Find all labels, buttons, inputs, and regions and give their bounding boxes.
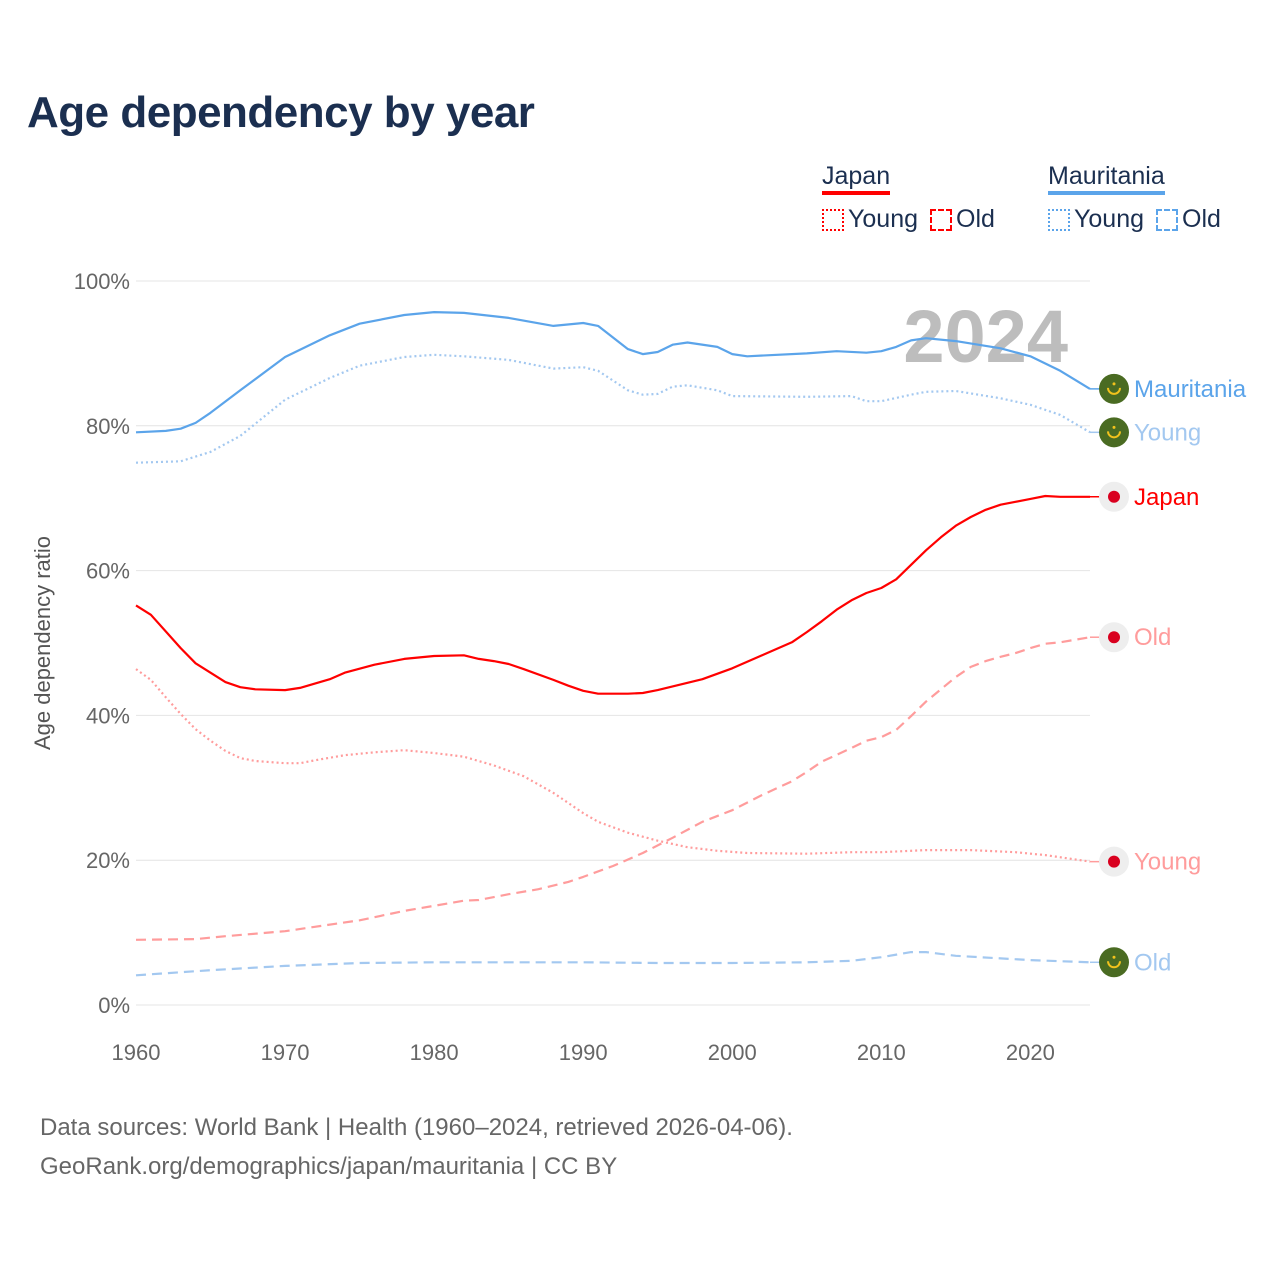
legend-mauritania[interactable]: Mauritania Young Old xyxy=(1048,162,1221,234)
dashed-swatch-icon xyxy=(1156,208,1178,231)
crescent-icon xyxy=(1107,431,1121,439)
legend-item-label: Old xyxy=(956,205,995,233)
dashed-swatch-icon xyxy=(930,208,952,231)
x-tick-label: 1990 xyxy=(559,1040,608,1065)
attribution-link[interactable]: GeoRank.org/demographics/japan/mauritani… xyxy=(40,1153,618,1180)
x-tick-label: 2010 xyxy=(857,1040,906,1065)
y-tick-label: 20% xyxy=(86,848,130,873)
y-tick-label: 100% xyxy=(74,269,130,294)
series-end-label: Japan xyxy=(1134,484,1199,511)
crescent-icon xyxy=(1107,387,1121,395)
mauritania-flag-icon xyxy=(1099,417,1129,448)
x-tick-label: 1980 xyxy=(410,1040,459,1065)
legend-mauritania-label[interactable]: Mauritania xyxy=(1048,162,1165,195)
dotted-swatch-icon xyxy=(1048,208,1070,231)
mauritania-flag-icon xyxy=(1099,947,1129,978)
y-axis-label: Age dependency ratio xyxy=(30,536,55,750)
year-watermark: 2024 xyxy=(903,295,1068,378)
x-tick-label: 1960 xyxy=(112,1040,161,1065)
series-line-japan-old[interactable] xyxy=(135,636,1091,941)
data-source-text: Data sources: World Bank | Health (1960–… xyxy=(40,1114,793,1141)
legend-japan-old[interactable]: Old xyxy=(930,205,995,234)
legend-japan-young[interactable]: Young xyxy=(822,205,918,234)
y-tick-label: 0% xyxy=(98,993,130,1018)
x-tick-label: 2000 xyxy=(708,1040,757,1065)
legend-item-label: Young xyxy=(848,205,918,233)
series-end-label: Young xyxy=(1134,849,1201,876)
legend-item-label: Young xyxy=(1074,205,1144,233)
y-tick-label: 80% xyxy=(86,414,130,439)
star-icon xyxy=(1112,382,1116,386)
legend-item-label: Old xyxy=(1182,205,1221,233)
series-line-japan[interactable] xyxy=(135,494,1090,695)
series-line-mauritania[interactable] xyxy=(135,311,1091,434)
y-tick-label: 40% xyxy=(86,703,130,728)
x-tick-label: 1970 xyxy=(261,1040,310,1065)
series-end-label: Old xyxy=(1134,949,1171,976)
star-icon xyxy=(1112,955,1116,959)
series-line-japan-young[interactable] xyxy=(135,668,1091,863)
legend-japan[interactable]: Japan Young Old xyxy=(822,162,995,234)
dotted-swatch-icon xyxy=(822,208,844,231)
series-line-mauritania-old[interactable] xyxy=(135,951,1091,977)
crescent-icon xyxy=(1107,961,1121,969)
series-end-label: Young xyxy=(1134,419,1201,446)
legend-japan-label[interactable]: Japan xyxy=(822,162,891,195)
mauritania-flag-icon xyxy=(1099,373,1129,404)
chart-title: Age dependency by year xyxy=(27,88,535,137)
sun-disc-icon xyxy=(1108,631,1120,644)
legend-mauritania-old[interactable]: Old xyxy=(1156,205,1221,234)
series-end-label: Mauritania xyxy=(1134,376,1247,403)
star-icon xyxy=(1112,425,1116,429)
footer: Data sources: World Bank | Health (1960–… xyxy=(40,1108,793,1186)
series-end-label: Old xyxy=(1134,624,1171,651)
legend-mauritania-young[interactable]: Young xyxy=(1048,205,1144,234)
x-tick-label: 2020 xyxy=(1006,1040,1055,1065)
sun-disc-icon xyxy=(1108,855,1120,868)
sun-disc-icon xyxy=(1108,490,1120,503)
y-tick-label: 60% xyxy=(86,559,130,584)
